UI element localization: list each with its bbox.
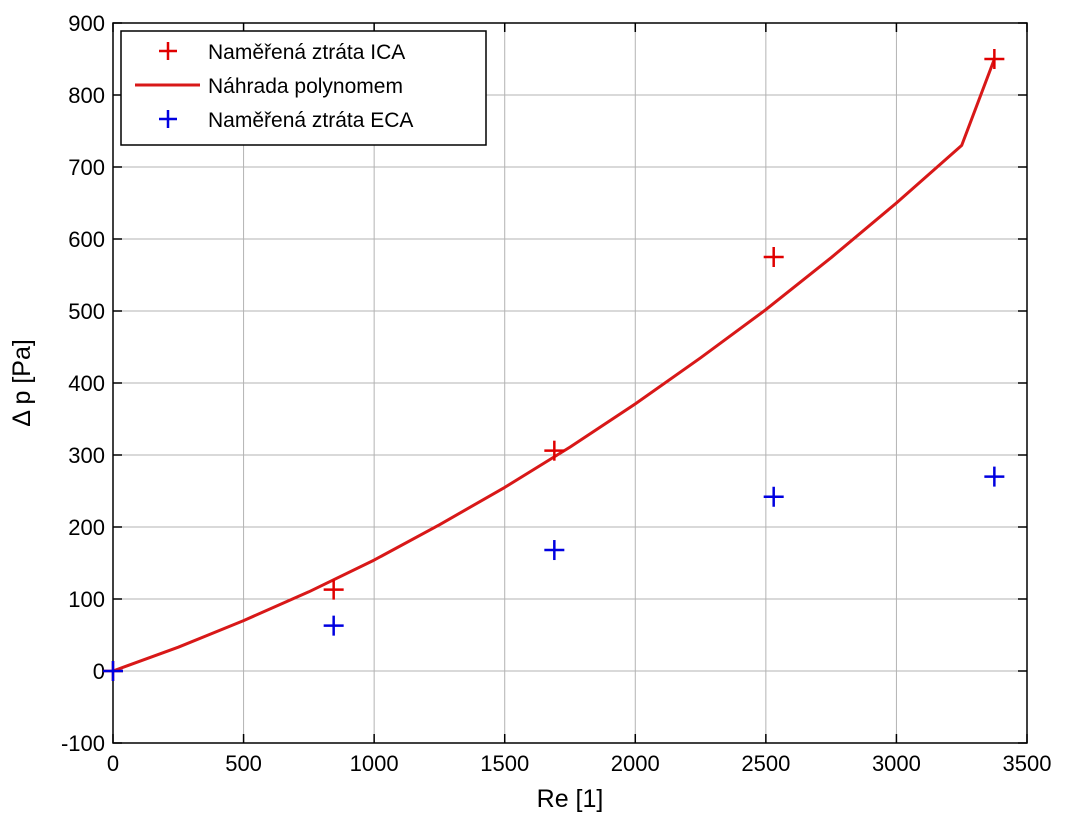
y-tick-label: 300 [68,443,105,468]
y-tick-label: 100 [68,587,105,612]
data-point-marker [544,440,565,461]
series-layer [103,49,1005,681]
y-tick-label: 700 [68,155,105,180]
legend-marker-swatch [159,42,177,60]
y-tick-label: 400 [68,371,105,396]
data-point-marker [103,661,123,681]
x-tick-label: 3000 [872,751,921,776]
x-tick-label: 2000 [611,751,660,776]
data-point-marker [323,579,344,600]
legend: Naměřená ztráta ICA Náhrada polynomem Namě… [120,30,487,146]
series-2-markers [103,466,1005,681]
grid [113,23,1027,743]
y-tick-label: -100 [61,731,105,756]
y-tick-label: 500 [68,299,105,324]
legend-item: Náhrada polynomem [135,75,403,98]
x-axis-label: Re [1] [537,785,604,813]
legend-box [120,30,487,146]
legend-marker-swatch [159,110,177,128]
x-tick-label: 2500 [741,751,790,776]
data-point-marker [323,615,344,636]
y-tick-label: 600 [68,227,105,252]
x-tick-label: 1500 [480,751,529,776]
y-tick-label: 800 [68,83,105,108]
x-tick-label: 0 [107,751,119,776]
y-tick-label: 200 [68,515,105,540]
legend-item: Naměřená ztráta ECA [159,109,413,132]
data-point-marker [984,49,1005,69]
y-axis-label: Δ p [Pa] [8,339,36,427]
x-tick-label: 1000 [350,751,399,776]
data-point-marker [984,466,1005,487]
legend-label: Naměřená ztráta ICA [208,41,405,64]
series-line-polynomial [112,58,996,673]
legend-item: Naměřená ztráta ICA [159,41,405,64]
data-point-marker [544,540,565,561]
data-point-marker [763,486,784,507]
legend-label: Náhrada polynomem [208,75,403,98]
x-tick-label: 3500 [1003,751,1052,776]
y-tick-label: 0 [93,659,105,684]
legend-items: Naměřená ztráta ICA Náhrada polynomem Namě… [135,41,413,132]
data-point-marker [763,247,784,267]
y-tick-label: 900 [68,11,105,36]
legend-label: Naměřená ztráta ECA [208,109,413,132]
x-tick-label: 500 [225,751,262,776]
axis-ticks: 0 500 1000 1500 2000 2500 3000 3500-10001002003… [61,11,1052,776]
